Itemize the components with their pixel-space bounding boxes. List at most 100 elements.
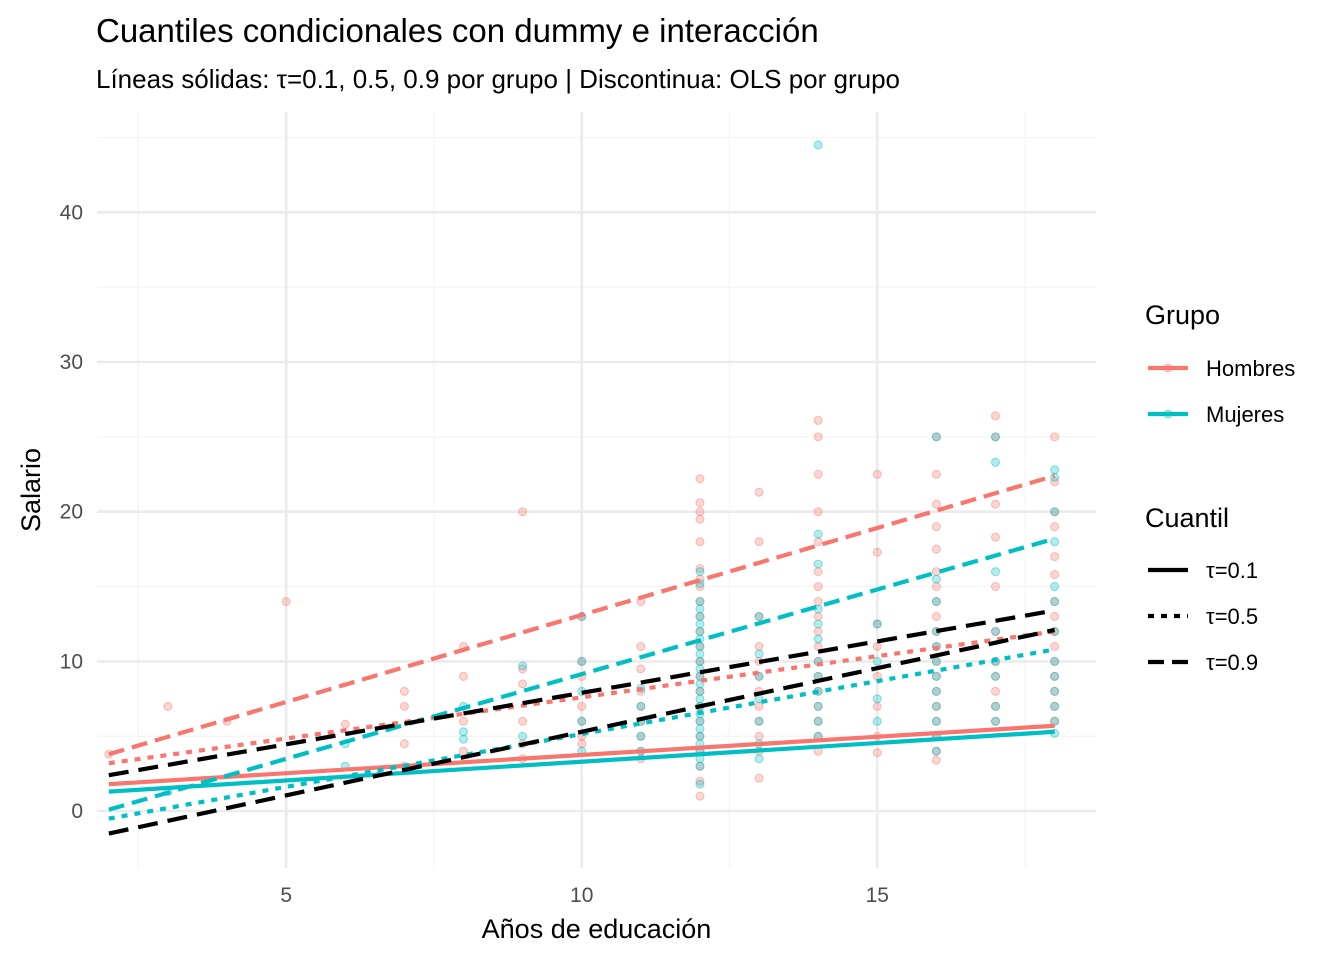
point-mujeres bbox=[991, 626, 1001, 636]
point-hombres bbox=[1050, 507, 1060, 517]
point-mujeres bbox=[695, 761, 705, 771]
point-hombres bbox=[281, 597, 291, 607]
point-mujeres bbox=[813, 140, 823, 150]
x-tick-label: 10 bbox=[570, 884, 593, 907]
lines-layer bbox=[108, 473, 1056, 836]
point-mujeres bbox=[636, 701, 646, 711]
point-mujeres bbox=[931, 656, 941, 666]
chart-title: Cuantiles condicionales con dummy e inte… bbox=[96, 12, 819, 49]
point-hombres bbox=[695, 514, 705, 524]
point-hombres bbox=[872, 547, 882, 557]
point-hombres bbox=[813, 597, 823, 607]
point-hombres bbox=[872, 619, 882, 629]
point-mujeres bbox=[518, 661, 528, 671]
point-mujeres bbox=[1050, 507, 1060, 517]
point-hombres bbox=[754, 641, 764, 651]
point-mujeres bbox=[695, 716, 705, 726]
point-mujeres bbox=[1050, 671, 1060, 681]
point-hombres bbox=[1050, 701, 1060, 711]
point-hombres bbox=[1050, 671, 1060, 681]
point-hombres bbox=[577, 656, 587, 666]
point-mujeres bbox=[695, 731, 705, 741]
point-mujeres bbox=[695, 619, 705, 629]
point-mujeres bbox=[1050, 465, 1060, 475]
line-hombres-0-5 bbox=[108, 629, 1055, 766]
point-hombres bbox=[1050, 641, 1060, 651]
grid-layer bbox=[97, 112, 1096, 868]
y-tick-label: 20 bbox=[60, 501, 83, 524]
point-hombres bbox=[1050, 611, 1060, 621]
point-mujeres bbox=[813, 701, 823, 711]
point-hombres bbox=[1050, 686, 1060, 696]
point-hombres bbox=[1050, 522, 1060, 532]
point-hombres bbox=[991, 671, 1001, 681]
point-hombres bbox=[991, 716, 1001, 726]
point-hombres bbox=[813, 567, 823, 577]
point-hombres bbox=[636, 664, 646, 674]
legend-grupo-label: Hombres bbox=[1206, 356, 1295, 381]
point-mujeres bbox=[991, 701, 1001, 711]
point-mujeres bbox=[931, 597, 941, 607]
legend-grupo-title: Grupo bbox=[1145, 300, 1220, 330]
point-mujeres bbox=[872, 716, 882, 726]
line-mujeres-0-5 bbox=[108, 647, 1055, 821]
point-hombres bbox=[458, 716, 468, 726]
legend-grupo-label: Mujeres bbox=[1206, 402, 1284, 427]
point-mujeres bbox=[1050, 597, 1060, 607]
point-mujeres bbox=[695, 686, 705, 696]
point-hombres bbox=[636, 701, 646, 711]
point-mujeres bbox=[1050, 582, 1060, 592]
point-hombres bbox=[872, 641, 882, 651]
point-mujeres bbox=[872, 694, 882, 704]
legend-layer: Grupo Hombres Mujeres Cuantil τ=0.1 τ=0.5 τ=0.… bbox=[1145, 300, 1295, 675]
y-axis-title: Salario bbox=[16, 448, 46, 532]
point-mujeres bbox=[695, 567, 705, 577]
line-ols-mujeres bbox=[108, 627, 1056, 836]
point-hombres bbox=[163, 701, 173, 711]
point-mujeres bbox=[695, 626, 705, 636]
point-hombres bbox=[931, 499, 941, 509]
point-hombres bbox=[813, 469, 823, 479]
point-hombres bbox=[754, 487, 764, 497]
point-hombres bbox=[695, 656, 705, 666]
point-mujeres bbox=[813, 716, 823, 726]
point-mujeres bbox=[636, 731, 646, 741]
point-hombres bbox=[1050, 656, 1060, 666]
legend-grupo-point bbox=[1163, 363, 1173, 373]
point-hombres bbox=[754, 611, 764, 621]
point-mujeres bbox=[931, 746, 941, 756]
point-hombres bbox=[695, 626, 705, 636]
point-mujeres bbox=[813, 619, 823, 629]
point-mujeres bbox=[695, 694, 705, 704]
point-mujeres bbox=[872, 656, 882, 666]
point-mujeres bbox=[695, 656, 705, 666]
point-hombres bbox=[991, 499, 1001, 509]
point-mujeres bbox=[695, 641, 705, 651]
point-mujeres bbox=[1050, 656, 1060, 666]
point-mujeres bbox=[518, 731, 528, 741]
point-mujeres bbox=[695, 779, 705, 789]
point-hombres bbox=[754, 701, 764, 711]
point-hombres bbox=[1050, 716, 1060, 726]
point-hombres bbox=[931, 582, 941, 592]
point-hombres bbox=[931, 567, 941, 577]
point-hombres bbox=[695, 474, 705, 484]
line-hombres-0-1 bbox=[108, 723, 1055, 787]
point-hombres bbox=[577, 716, 587, 726]
point-mujeres bbox=[1050, 537, 1060, 547]
point-mujeres bbox=[458, 727, 468, 737]
point-hombres bbox=[991, 411, 1001, 421]
point-hombres bbox=[931, 544, 941, 554]
point-hombres bbox=[813, 582, 823, 592]
point-hombres bbox=[931, 746, 941, 756]
point-hombres bbox=[931, 432, 941, 442]
legend-grupo-point bbox=[1163, 409, 1173, 419]
line-hombres-0-9 bbox=[108, 473, 1056, 757]
point-hombres bbox=[695, 716, 705, 726]
y-tick-label: 0 bbox=[71, 800, 83, 823]
x-tick-label: 5 bbox=[280, 884, 292, 907]
point-hombres bbox=[872, 701, 882, 711]
point-hombres bbox=[636, 641, 646, 651]
point-hombres bbox=[458, 746, 468, 756]
